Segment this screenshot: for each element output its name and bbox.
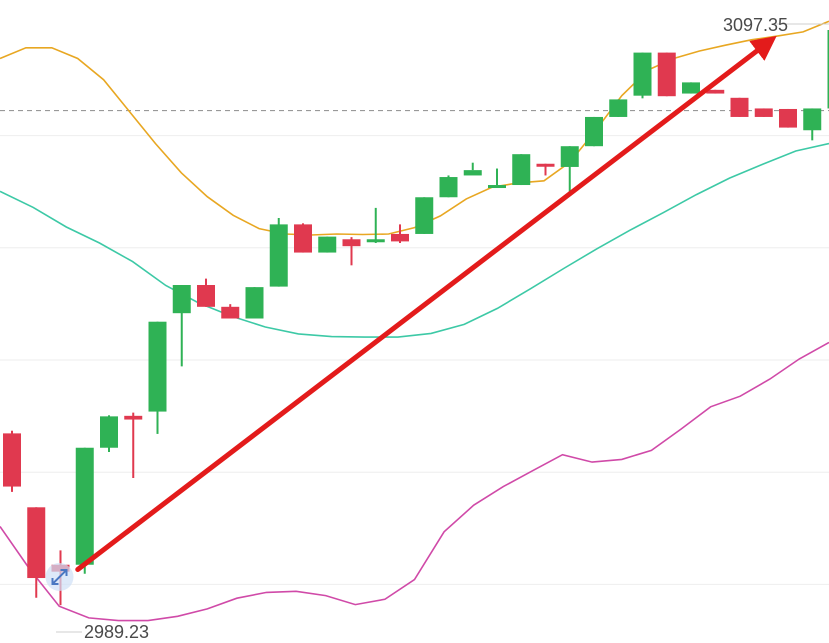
high-price-label: 3097.35 <box>723 15 788 35</box>
candle-body <box>269 224 288 287</box>
candle-body <box>585 116 603 147</box>
middle-band-line <box>0 142 829 338</box>
candle-body <box>172 285 191 314</box>
candle <box>463 162 482 176</box>
candle <box>827 30 829 109</box>
candle <box>197 278 215 307</box>
chart-gridlines <box>0 135 829 585</box>
candle <box>706 89 725 94</box>
candle <box>560 146 579 193</box>
candle-body <box>391 233 409 242</box>
candle-body <box>100 416 118 448</box>
candle-body <box>633 52 652 96</box>
candle-body <box>3 433 21 487</box>
lower-band-line <box>0 341 829 622</box>
candle <box>488 168 506 189</box>
candle <box>124 412 143 479</box>
candle <box>439 175 458 198</box>
candle <box>803 108 822 141</box>
upper-band-line <box>0 20 829 236</box>
moving-average-lines <box>0 20 829 622</box>
candle-body <box>75 447 94 565</box>
low-price-label: 2989.23 <box>84 622 149 642</box>
candle <box>148 321 167 434</box>
candle-body <box>827 30 829 109</box>
candle-body <box>148 321 167 412</box>
candle-body <box>560 146 579 167</box>
candle-body <box>318 236 337 253</box>
candle-body <box>245 287 264 319</box>
candle-body <box>366 239 385 243</box>
candle <box>269 217 288 287</box>
candle <box>27 507 46 598</box>
candle <box>415 197 434 234</box>
candle <box>221 304 240 319</box>
candle <box>75 447 94 574</box>
candle-body <box>294 224 312 253</box>
candle <box>3 430 21 492</box>
candle <box>512 154 531 186</box>
candle <box>318 236 337 253</box>
candle-body <box>657 52 676 97</box>
candle <box>294 223 312 253</box>
candle <box>633 52 652 99</box>
candle <box>342 237 361 266</box>
candle-body <box>803 108 822 131</box>
candle-body <box>27 507 46 579</box>
candle <box>391 224 409 243</box>
candle <box>585 116 603 147</box>
candle-body <box>512 154 531 186</box>
candle-body <box>197 285 215 307</box>
candle-body <box>682 82 700 94</box>
candle <box>657 52 676 97</box>
candle-body <box>536 163 555 167</box>
candle-body <box>342 239 361 247</box>
candle <box>779 108 797 128</box>
candle <box>754 108 773 117</box>
candle-body <box>730 97 749 117</box>
candle-body <box>221 306 240 319</box>
cursor-arrows <box>51 568 68 585</box>
candle-body <box>439 177 458 198</box>
candle <box>682 82 700 94</box>
candle-body <box>463 170 482 176</box>
candle-body <box>415 197 434 234</box>
candle <box>609 99 628 117</box>
candle <box>100 415 118 452</box>
candles <box>3 30 829 606</box>
candle-body <box>488 185 506 189</box>
candle-body <box>609 99 628 117</box>
candle-body <box>779 108 797 128</box>
candle-body <box>706 89 725 94</box>
candle <box>172 285 191 367</box>
candle <box>730 97 749 117</box>
trend-arrow <box>75 35 777 573</box>
candle-body <box>754 108 773 117</box>
candle-body <box>124 415 143 420</box>
crosshair-cursor-icon <box>45 562 74 591</box>
candle <box>366 207 385 243</box>
candle <box>245 287 264 319</box>
candle <box>536 163 555 176</box>
